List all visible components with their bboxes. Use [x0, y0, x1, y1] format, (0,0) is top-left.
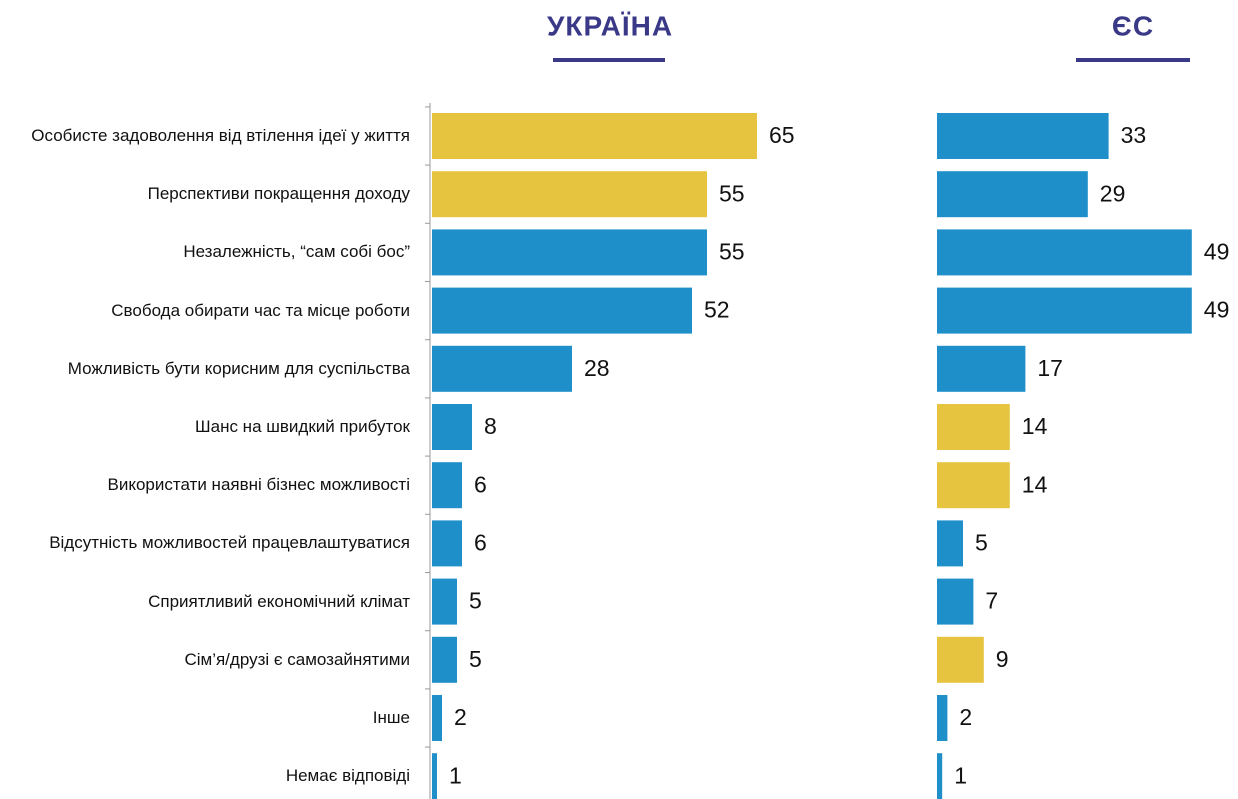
value-label: 17 [1037, 355, 1063, 381]
value-label: 1 [449, 762, 462, 788]
bar [937, 753, 943, 799]
category-label: Особисте задоволення від втілення ідеї у… [31, 126, 410, 145]
value-label: 14 [1022, 471, 1048, 497]
value-label: 6 [474, 471, 487, 497]
category-label: Шанс на швидкий прибуток [195, 417, 410, 436]
bar [432, 113, 757, 159]
value-label: 55 [719, 238, 745, 264]
value-label: 55 [719, 180, 745, 206]
bar [432, 636, 457, 683]
bar [432, 287, 692, 334]
value-label: 5 [469, 588, 482, 614]
bar [432, 345, 572, 392]
value-label: 49 [1204, 238, 1230, 264]
value-label: 7 [985, 588, 998, 614]
bar [432, 229, 707, 276]
value-label: 6 [474, 529, 487, 555]
bar [432, 578, 457, 625]
value-label: 2 [454, 704, 467, 730]
bar [937, 113, 1109, 159]
bar [432, 520, 462, 567]
bar [937, 578, 974, 625]
bar [937, 171, 1088, 218]
value-label: 5 [975, 529, 988, 555]
bar [937, 695, 948, 741]
bar [432, 462, 462, 509]
panel-title: УКРАЇНА [547, 10, 673, 41]
panel-title: ЄС [1112, 10, 1154, 41]
bar [432, 171, 707, 218]
bar [432, 695, 442, 741]
value-label: 52 [704, 297, 730, 323]
category-label: Сприятливий економічний клімат [148, 591, 410, 611]
category-label: Немає відповіді [285, 766, 410, 786]
value-label: 5 [469, 646, 482, 672]
bar [937, 520, 963, 567]
category-label: Використати наявні бізнес можливості [107, 475, 411, 495]
value-label: 49 [1204, 297, 1230, 323]
value-label: 2 [959, 704, 972, 730]
bar [937, 287, 1192, 334]
category-label: Можливість бути корисним для суспільства [67, 358, 410, 378]
value-label: 1 [954, 762, 967, 788]
category-label: Перспективи покращення доходу [147, 184, 410, 204]
category-label: Сім’я/друзі є самозайнятими [184, 649, 410, 669]
bar [937, 462, 1010, 509]
value-label: 14 [1022, 413, 1048, 439]
category-label: Свобода обирати час та місце роботи [111, 300, 410, 320]
value-label: 9 [996, 646, 1009, 672]
value-label: 33 [1121, 122, 1147, 148]
bar [432, 753, 437, 799]
bar [937, 345, 1026, 392]
bar [937, 636, 984, 683]
value-label: 65 [769, 122, 795, 148]
category-label: Інше [372, 708, 410, 727]
category-label: Незалежність, “сам собі бос” [183, 242, 410, 262]
value-label: 28 [584, 355, 610, 381]
value-label: 8 [484, 413, 497, 439]
bar [937, 229, 1192, 276]
value-label: 29 [1100, 180, 1126, 206]
bar [432, 404, 472, 450]
category-label: Відсутність можливостей працевлаштуватис… [49, 533, 410, 553]
bar [937, 404, 1010, 450]
